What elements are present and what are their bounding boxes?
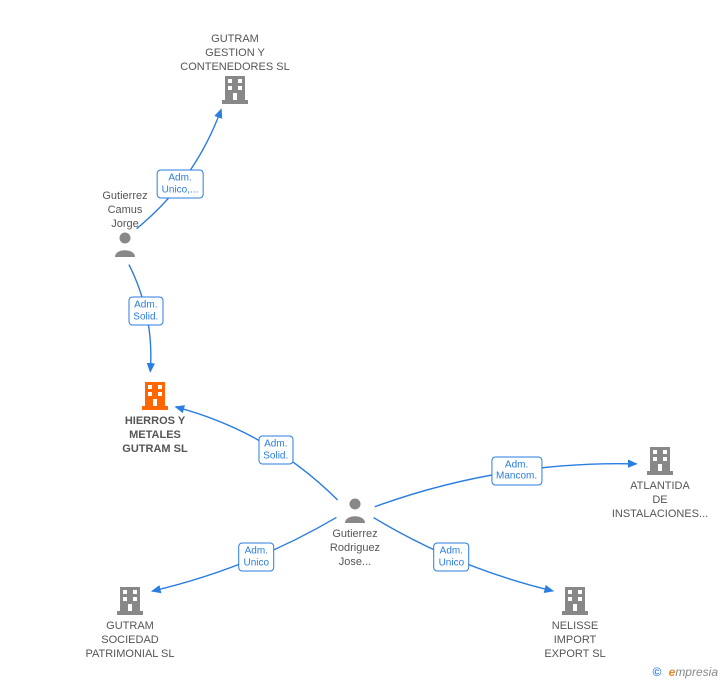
copyright-symbol: © (652, 665, 661, 679)
node-gutram_soc[interactable]: GUTRAMSOCIEDADPATRIMONIAL SL (70, 585, 190, 661)
person-icon (343, 510, 367, 527)
edge-label: Adm.Unico (239, 543, 275, 572)
edge-label: Adm.Mancom. (491, 456, 542, 485)
building-icon (142, 397, 168, 414)
node-label: HIERROS YMETALESGUTRAM SL (95, 415, 215, 456)
building-icon (562, 602, 588, 619)
node-gutram_gestion[interactable]: GUTRAMGESTION YCONTENEDORES SL (175, 33, 295, 109)
node-hierros[interactable]: HIERROS YMETALESGUTRAM SL (95, 380, 215, 456)
building-icon (222, 91, 248, 108)
edge-label: Adm.Unico,... (157, 170, 204, 199)
node-nelisse[interactable]: NELISSEIMPORTEXPORT SL (515, 585, 635, 661)
person-icon (113, 244, 137, 261)
node-label: ATLANTIDADEINSTALACIONES... (600, 480, 720, 521)
diagram-canvas (0, 0, 728, 685)
node-label: GUTRAMGESTION YCONTENEDORES SL (175, 33, 295, 74)
node-label: GUTRAMSOCIEDADPATRIMONIAL SL (70, 620, 190, 661)
node-atlantida[interactable]: ATLANTIDADEINSTALACIONES... (600, 445, 720, 521)
node-label: NELISSEIMPORTEXPORT SL (515, 620, 635, 661)
watermark: © empresia (652, 665, 718, 679)
building-icon (117, 602, 143, 619)
node-gutierrez_rod[interactable]: GutierrezRodriguezJose... (295, 497, 415, 569)
node-gutierrez_camus[interactable]: GutierrezCamusJorge (65, 190, 185, 262)
building-icon (647, 462, 673, 479)
edge-label: Adm.Unico (434, 543, 470, 572)
node-label: GutierrezRodriguezJose... (295, 528, 415, 569)
edge-label: Adm.Solid. (128, 297, 163, 326)
brand-rest: mpresia (675, 665, 718, 679)
edge-label: Adm.Solid. (258, 436, 293, 465)
